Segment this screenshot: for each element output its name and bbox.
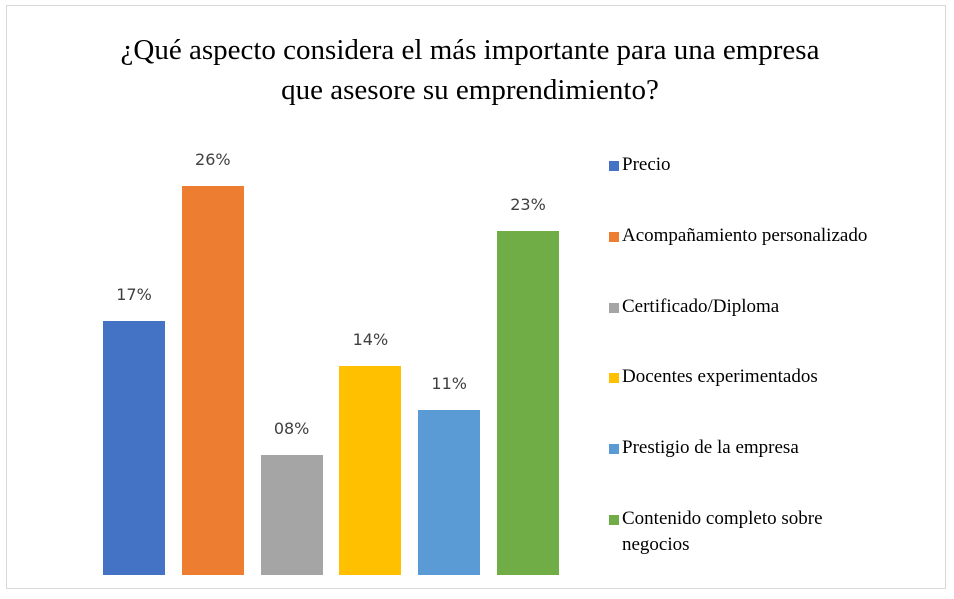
bar: [260, 455, 323, 575]
bar: [418, 410, 481, 575]
legend-label: Acompañamiento personalizado: [622, 224, 868, 246]
legend-swatch: [609, 515, 619, 525]
legend-item: Contenido completo sobre negocios: [609, 506, 939, 558]
legend-swatch: [609, 444, 619, 455]
legend-item: Certificado/Diploma: [609, 294, 939, 320]
data-label: 08%: [273, 419, 310, 439]
bar: [103, 320, 165, 575]
legend-swatch: [609, 161, 619, 171]
bar: [339, 365, 402, 575]
bar: [497, 230, 559, 575]
legend-item: Docentes experimentados: [609, 364, 939, 390]
legend-label: Docentes experimentados: [622, 366, 818, 388]
data-label: 23%: [510, 194, 546, 214]
legend-swatch: [609, 231, 619, 242]
chart-title: ¿Qué aspecto considera el más importante…: [120, 34, 820, 106]
legend-item: Acompañamiento personalizado: [609, 223, 939, 249]
legend-item: Prestigio de la empresa: [609, 435, 939, 461]
data-label: 11%: [431, 374, 467, 394]
legend-label: Contenido completo sobre negocios: [622, 508, 823, 555]
legend-label: Certificado/Diploma: [622, 295, 780, 317]
data-label: 17%: [116, 284, 152, 304]
legend-label: Prestigio de la empresa: [622, 437, 799, 459]
legend-item: Precio: [609, 152, 939, 178]
chart-frame: [6, 5, 946, 589]
bar: [181, 186, 244, 575]
legend-label: Precio: [622, 154, 671, 175]
data-label: 26%: [195, 150, 231, 169]
legend-swatch: [609, 302, 619, 313]
legend-swatch: [609, 373, 619, 384]
data-label: 14%: [352, 329, 389, 349]
